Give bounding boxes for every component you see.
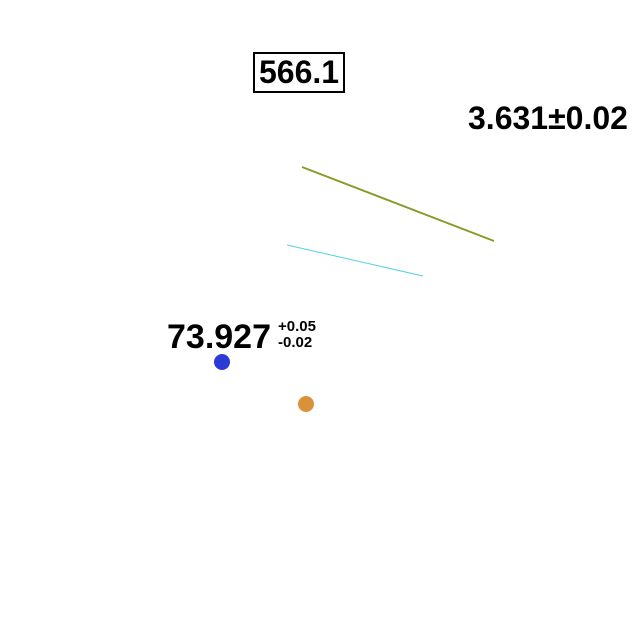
blue-marker (214, 354, 230, 370)
boxed-value-label: 566.1 (253, 52, 346, 93)
orange-marker (298, 396, 314, 412)
uncertainty-main-value: 73.927 (167, 318, 271, 356)
olive-line (301, 166, 495, 242)
uncertainty-lower-bound: -0.02 (278, 334, 313, 351)
plain-value-label: 3.631±0.02 (468, 100, 628, 136)
cyan-line (286, 244, 424, 277)
uncertainty-upper-bound: +0.05 (278, 318, 316, 335)
